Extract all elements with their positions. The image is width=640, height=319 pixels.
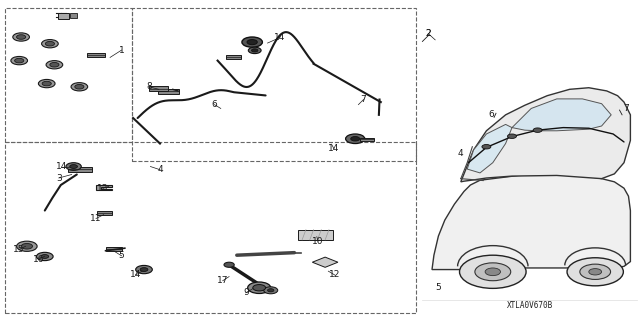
Polygon shape xyxy=(512,99,611,131)
Circle shape xyxy=(140,268,148,271)
Text: 14: 14 xyxy=(274,33,285,42)
Circle shape xyxy=(75,85,84,89)
Polygon shape xyxy=(461,88,630,182)
Text: 6: 6 xyxy=(212,100,217,109)
Polygon shape xyxy=(87,53,105,57)
Polygon shape xyxy=(226,55,241,59)
Circle shape xyxy=(242,37,262,47)
Circle shape xyxy=(253,285,266,291)
Circle shape xyxy=(41,255,49,258)
Polygon shape xyxy=(432,174,630,270)
Circle shape xyxy=(346,134,365,144)
Circle shape xyxy=(45,41,54,46)
Polygon shape xyxy=(97,211,112,215)
Text: 17: 17 xyxy=(217,276,228,285)
Bar xyxy=(298,230,333,240)
Polygon shape xyxy=(360,137,374,141)
Circle shape xyxy=(17,35,26,39)
Text: 12: 12 xyxy=(329,271,340,279)
Bar xyxy=(5,142,416,313)
Text: 4: 4 xyxy=(458,149,463,158)
Text: 5: 5 xyxy=(436,283,441,292)
Text: 14: 14 xyxy=(56,162,67,171)
Polygon shape xyxy=(68,167,92,172)
Text: 5: 5 xyxy=(119,251,124,260)
Text: 15: 15 xyxy=(13,245,25,254)
Circle shape xyxy=(485,268,500,276)
Polygon shape xyxy=(96,185,112,190)
Circle shape xyxy=(482,145,491,149)
Circle shape xyxy=(268,289,274,292)
Circle shape xyxy=(42,81,51,86)
Bar xyxy=(5,8,132,142)
Polygon shape xyxy=(467,124,512,173)
Circle shape xyxy=(351,137,360,141)
Text: 1: 1 xyxy=(119,46,124,55)
Circle shape xyxy=(460,255,526,288)
Circle shape xyxy=(580,264,611,279)
Circle shape xyxy=(17,241,37,251)
Text: XTLA0V670B: XTLA0V670B xyxy=(507,301,553,310)
Text: 7: 7 xyxy=(623,104,628,113)
Text: 13: 13 xyxy=(97,184,108,193)
Text: 9: 9 xyxy=(243,288,248,297)
Circle shape xyxy=(36,252,53,261)
Text: 4: 4 xyxy=(157,165,163,174)
Text: 10: 10 xyxy=(312,237,324,246)
Bar xyxy=(70,13,77,18)
Text: 2: 2 xyxy=(426,29,431,38)
Circle shape xyxy=(13,33,29,41)
Circle shape xyxy=(248,47,261,54)
Circle shape xyxy=(136,265,152,274)
Text: 11: 11 xyxy=(90,214,102,223)
Circle shape xyxy=(15,58,24,63)
Circle shape xyxy=(508,134,516,138)
Text: 14: 14 xyxy=(130,271,141,279)
Circle shape xyxy=(567,258,623,286)
Circle shape xyxy=(475,263,511,281)
Circle shape xyxy=(264,287,278,294)
Circle shape xyxy=(21,243,33,249)
Polygon shape xyxy=(149,86,168,91)
Circle shape xyxy=(38,79,55,88)
Text: 3: 3 xyxy=(56,174,61,182)
Circle shape xyxy=(50,63,59,67)
Circle shape xyxy=(42,40,58,48)
Polygon shape xyxy=(158,89,179,94)
Circle shape xyxy=(533,128,542,132)
Text: 7: 7 xyxy=(361,95,366,104)
Text: 2: 2 xyxy=(426,29,431,38)
Circle shape xyxy=(247,40,257,45)
Circle shape xyxy=(11,56,28,65)
Text: 16: 16 xyxy=(33,255,44,264)
Circle shape xyxy=(248,282,271,293)
Circle shape xyxy=(71,83,88,91)
Bar xyxy=(58,13,69,19)
Text: 14: 14 xyxy=(328,145,340,153)
Circle shape xyxy=(46,61,63,69)
Circle shape xyxy=(589,269,602,275)
Bar xyxy=(132,8,416,161)
Circle shape xyxy=(70,165,77,168)
Circle shape xyxy=(66,163,81,170)
Circle shape xyxy=(224,262,234,267)
Text: 8: 8 xyxy=(147,82,152,91)
Circle shape xyxy=(252,49,258,52)
Polygon shape xyxy=(312,257,338,267)
Polygon shape xyxy=(106,247,122,251)
Text: 6: 6 xyxy=(488,110,493,119)
